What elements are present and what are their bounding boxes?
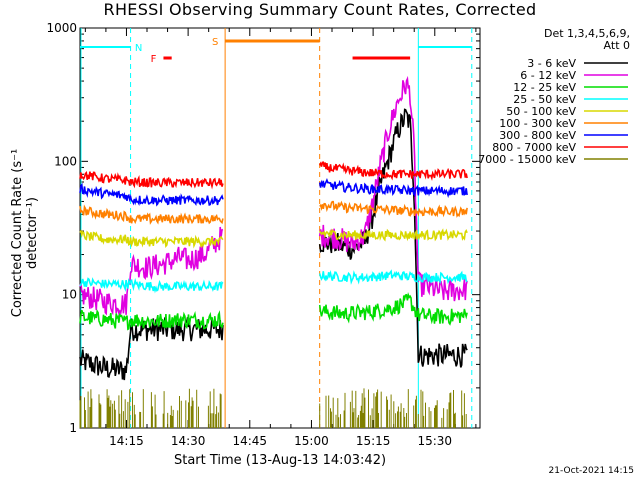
legend-attenuator: Att 0	[603, 39, 630, 52]
series-line	[79, 200, 468, 225]
legend-label: 12 - 25 keV	[513, 81, 576, 94]
y-axis-label: Corrected Count Rate (s⁻¹ detector⁻¹)	[10, 148, 40, 318]
chart-title: RHESSI Observing Summary Count Rates, Co…	[103, 0, 537, 19]
x-tick-label: 15:15	[356, 434, 391, 448]
night-label: N	[135, 43, 142, 54]
plot-frame	[79, 27, 481, 429]
x-tick-label: 15:00	[294, 434, 329, 448]
legend-label: 300 - 800 keV	[499, 129, 576, 142]
y-tick-label: 1000	[46, 21, 77, 35]
series-line	[79, 177, 468, 207]
legend-label: 6 - 12 keV	[520, 69, 576, 82]
flare-label: F	[151, 54, 157, 65]
x-tick-label: 15:30	[417, 434, 452, 448]
x-axis-label: Start Time (13-Aug-13 14:03:42)	[173, 453, 387, 468]
saa-label: S	[212, 37, 218, 48]
plot-timestamp: 21-Oct-2021 14:15	[548, 466, 634, 476]
series-line	[79, 228, 468, 249]
legend-label: 100 - 300 keV	[499, 117, 576, 130]
legend-detectors: Det 1,3,4,5,6,9,	[543, 27, 630, 40]
legend-label: 800 - 7000 keV	[492, 141, 576, 154]
legend-label: 7000 - 15000 keV	[478, 153, 576, 166]
y-tick-label: 1	[69, 421, 77, 435]
x-tick-label: 14:30	[171, 434, 206, 448]
y-tick-label: 10	[62, 288, 77, 302]
series-line	[79, 292, 468, 331]
legend-label: 25 - 50 keV	[513, 93, 576, 106]
series-line	[79, 269, 468, 294]
x-tick-label: 14:45	[232, 434, 267, 448]
y-tick-label: 100	[54, 154, 77, 168]
x-tick-label: 14:15	[109, 434, 144, 448]
legend-label: 50 - 100 keV	[506, 105, 576, 118]
series-line	[79, 388, 467, 428]
legend-label: 3 - 6 keV	[527, 57, 576, 70]
series-line	[79, 161, 468, 190]
